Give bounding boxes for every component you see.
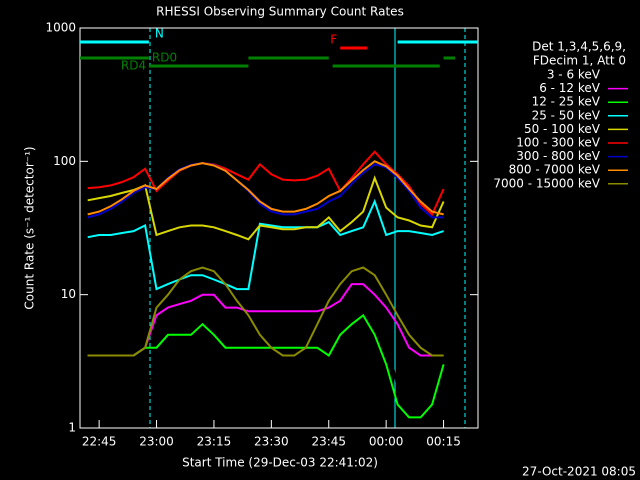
legend-label: 800 - 7000 keV [509,163,601,177]
series-line [87,150,445,217]
chart-title: RHESSI Observing Summary Count Rates [156,5,404,19]
legend-label: 100 - 300 keV [516,136,600,150]
series-line [87,283,444,357]
x-tick-label: 22:45 [82,435,117,449]
legend-label: 25 - 50 keV [532,108,601,122]
x-tick-label: 23:15 [197,435,232,449]
y-axis-label: Count Rate (s⁻¹ detector⁻¹) [23,146,37,309]
x-axis-label: Start Time (29-Dec-03 22:41:02) [182,456,378,470]
legend-label: 7000 - 15000 keV [493,176,600,190]
flag-label: F [330,33,337,47]
y-tick-label: 1 [68,421,76,435]
series-line [87,175,445,241]
x-tick-label: 00:15 [426,435,461,449]
series-line [87,162,444,219]
series-line [87,299,445,424]
flag-label: RD0 [152,51,177,65]
x-tick-label: 00:00 [369,435,404,449]
x-tick-label: 23:30 [254,435,289,449]
x-tick-label: 23:00 [139,435,174,449]
legend-label: 3 - 6 keV [547,68,601,82]
y-tick-label: 100 [53,154,76,168]
legend-label: 50 - 100 keV [524,122,601,136]
series-line [87,266,444,357]
legend-title: Det 1,3,4,5,6,9, [532,40,626,54]
y-tick-label: 10 [61,287,76,301]
series-line [87,160,444,216]
legend-title: FDecim 1, Att 0 [533,54,626,68]
legend-label: 300 - 800 keV [516,149,600,163]
flag-label: RD4 [121,59,146,73]
series-line [87,313,445,419]
legend-label: 6 - 12 keV [539,81,601,95]
series-line [87,198,444,291]
footer: 27-Oct-2021 08:05 [522,465,636,479]
legend-label: 12 - 25 keV [532,95,601,109]
plot-frame [79,27,479,429]
x-tick-label: 23:45 [311,435,346,449]
y-tick-label: 1000 [45,21,76,35]
flag-label: N [155,27,164,41]
